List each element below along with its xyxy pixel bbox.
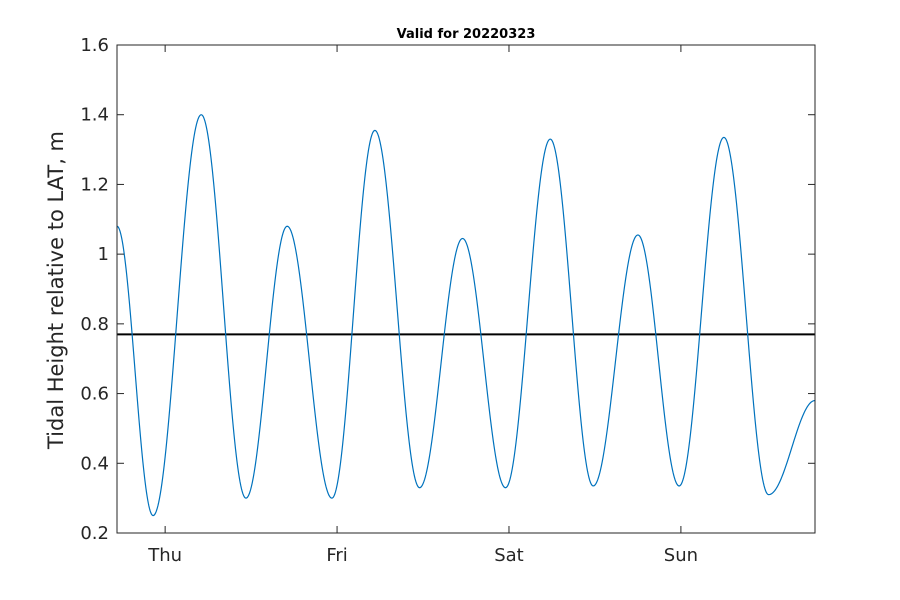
y-tick-label: 1.2: [80, 174, 109, 195]
y-axis-label: Tidal Height relative to LAT, m: [44, 131, 68, 450]
y-tick-label: 0.4: [80, 453, 109, 474]
x-tick-label: Sun: [664, 545, 698, 566]
x-tick-label: Sat: [494, 545, 524, 566]
x-tick-label: Fri: [326, 545, 347, 566]
y-tick-label: 0.6: [80, 384, 109, 405]
y-tick-label: 1: [98, 244, 109, 265]
y-tick-label: 0.2: [80, 523, 109, 544]
x-axis: Thu Fri Sat Sun: [147, 45, 698, 566]
x-tick-label: Thu: [147, 545, 182, 566]
tide-series-line-0: [116, 114, 816, 517]
chart-title: Valid for 20220323: [397, 27, 536, 42]
y-tick-label: 1.4: [80, 105, 109, 126]
y-tick-label: 1.6: [80, 35, 109, 56]
y-tick-label: 0.8: [80, 314, 109, 335]
axes-box: [116, 44, 816, 534]
plot-area: [116, 44, 816, 534]
y-axis: 0.2 0.4 0.6 0.8 1 1.2 1.4 1.6: [80, 35, 815, 544]
